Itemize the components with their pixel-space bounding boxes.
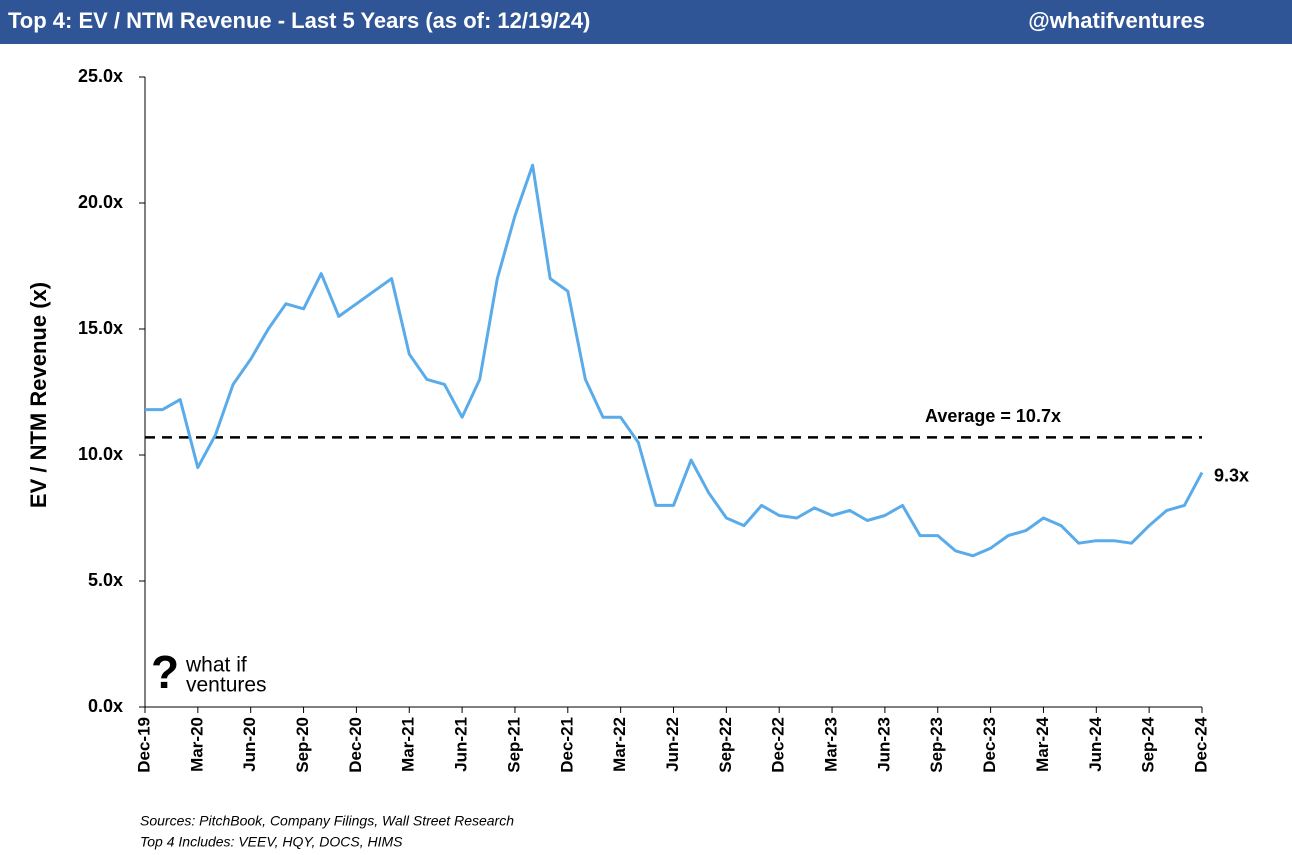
logo-text: what if — [185, 654, 247, 677]
y-tick-label: 10.0x — [78, 444, 123, 464]
source-note: Sources: PitchBook, Company Filings, Wal… — [140, 813, 514, 829]
x-tick-label: Dec-23 — [980, 717, 999, 773]
header-title: Top 4: EV / NTM Revenue - Last 5 Years (… — [8, 8, 590, 33]
x-tick-label: Jun-24 — [1086, 716, 1105, 771]
y-tick-label: 20.0x — [78, 192, 123, 212]
x-tick-label: Jun-20 — [240, 717, 259, 772]
x-tick-label: Sep-24 — [1139, 716, 1158, 772]
y-axis-label: EV / NTM Revenue (x) — [26, 282, 51, 508]
x-tick-label: Dec-24 — [1191, 716, 1210, 772]
x-tick-label: Jun-21 — [452, 717, 471, 772]
x-tick-label: Dec-20 — [346, 717, 365, 773]
x-tick-label: Sep-21 — [504, 717, 523, 773]
end-label: 9.3x — [1214, 465, 1249, 485]
header-handle: @whatifventures — [1028, 8, 1205, 33]
x-tick-label: Mar-22 — [610, 717, 629, 772]
x-tick-label: Sep-22 — [716, 717, 735, 773]
x-tick-label: Mar-23 — [822, 717, 841, 772]
x-tick-label: Jun-23 — [874, 717, 893, 772]
x-tick-label: Mar-21 — [399, 717, 418, 772]
data-line — [145, 163, 1204, 558]
x-tick-label: Dec-21 — [557, 717, 576, 773]
y-tick-label: 15.0x — [78, 318, 123, 338]
x-tick-label: Dec-19 — [134, 717, 153, 773]
x-tick-label: Jun-22 — [663, 717, 682, 772]
source-note: Top 4 Includes: VEEV, HQY, DOCS, HIMS — [140, 834, 403, 850]
logo-mark: ? — [151, 646, 179, 698]
x-tick-label: Sep-23 — [927, 717, 946, 773]
y-tick-label: 5.0x — [88, 570, 123, 590]
header-bar — [0, 0, 1292, 44]
y-tick-label: 25.0x — [78, 66, 123, 86]
x-tick-label: Mar-20 — [187, 717, 206, 772]
average-label: Average = 10.7x — [925, 406, 1061, 426]
x-tick-label: Mar-24 — [1033, 716, 1052, 771]
x-tick-label: Dec-22 — [769, 717, 788, 773]
x-tick-label: Sep-20 — [293, 717, 312, 773]
y-tick-label: 0.0x — [88, 696, 123, 716]
logo-text: ventures — [186, 674, 267, 697]
